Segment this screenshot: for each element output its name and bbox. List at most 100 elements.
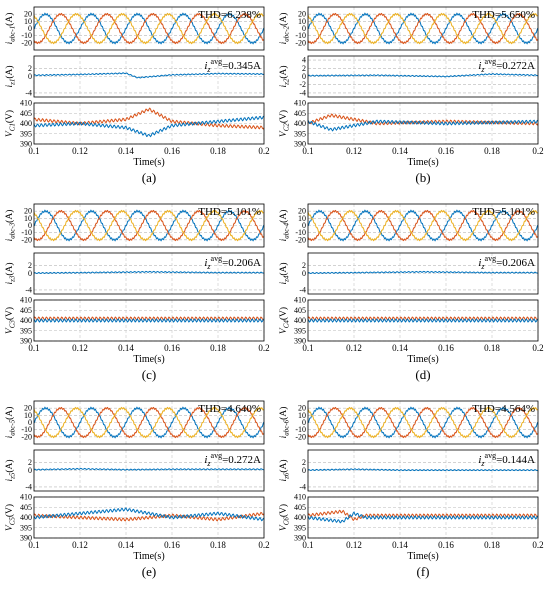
series-line-1 [33, 72, 265, 79]
series-line-3 [307, 209, 539, 242]
y-tick-label: -4 [25, 482, 32, 491]
y-axis-label: iz5(A) [4, 459, 17, 481]
y-axis-label: iabc-3(A) [4, 210, 17, 242]
y-tick-label: -10 [21, 31, 32, 40]
thd-annotation: THD=5.650% [472, 9, 535, 21]
y-tick-label: 20 [24, 207, 32, 216]
y-tick-label: 10 [298, 17, 306, 26]
subplot-2: -4 02 iz3(A) izavg=0.206A [4, 252, 265, 295]
x-tick-label: 0.16 [438, 146, 454, 156]
axes-frame [307, 400, 539, 445]
y-tick-label: 405 [20, 109, 32, 118]
y-tick-label: 0 [28, 24, 32, 33]
y-tick-label: -20 [295, 432, 306, 441]
series-line-2 [307, 119, 539, 132]
x-axis-label: Time(s) [407, 157, 438, 168]
y-tick-label: 390 [20, 534, 32, 543]
series-line-3 [33, 406, 265, 439]
axes-frame [33, 203, 265, 248]
series-line-1 [307, 270, 539, 275]
y-tick-label: -20 [21, 235, 32, 244]
x-tick-label: 0.18 [484, 146, 500, 156]
y-axis-label: VC2(V) [278, 110, 291, 137]
thd-annotation: THD=5.101% [472, 206, 535, 218]
panel-caption: (f) [417, 564, 430, 579]
avg-current-annotation: izavg=0.272A [478, 57, 535, 74]
x-tick-label: 0.14 [118, 146, 134, 156]
y-tick-label: 410 [294, 493, 306, 502]
series-line-1 [307, 509, 539, 522]
series-line-1 [307, 12, 539, 45]
y-tick-label: 0 [28, 466, 32, 475]
y-tick-label: 2 [28, 458, 32, 467]
axes-frame [307, 496, 539, 539]
y-tick-label: -4 [25, 88, 32, 97]
series-line-3 [307, 12, 539, 45]
y-tick-label: 20 [24, 404, 32, 413]
x-tick-label: 0.12 [346, 540, 362, 550]
axes-frame [307, 299, 539, 342]
y-tick-label: 2 [302, 261, 306, 270]
x-axis-label: Time(s) [407, 354, 438, 365]
series-line-2 [33, 209, 265, 242]
x-tick-label: 0.16 [438, 343, 454, 353]
y-axis-label: iabc-6(A) [278, 407, 291, 439]
subplot-2: -4 02 iz5(A) izavg=0.272A [4, 449, 265, 492]
x-axis-label: Time(s) [133, 354, 164, 365]
axes-frame [33, 55, 265, 98]
panel-caption: (b) [415, 170, 430, 185]
y-tick-label: 410 [20, 99, 32, 108]
y-tick-label: 10 [24, 411, 32, 420]
y-tick-label: 405 [20, 503, 32, 512]
x-tick-label: 0.12 [346, 146, 362, 156]
y-tick-label: 400 [294, 316, 306, 325]
y-axis-label: VC1(V) [4, 110, 17, 137]
axes-frame [33, 299, 265, 342]
series-line-1 [33, 511, 265, 522]
y-tick-label: -10 [21, 425, 32, 434]
series-line-2 [307, 209, 539, 242]
series-line-1 [33, 209, 265, 242]
y-tick-label: -4 [299, 285, 306, 294]
x-tick-label: 0.14 [118, 540, 134, 550]
x-tick-label: 0.16 [164, 540, 180, 550]
y-tick-label: -10 [21, 228, 32, 237]
x-tick-label: 0.14 [392, 540, 408, 550]
y-tick-label: 405 [20, 306, 32, 315]
thd-annotation: THD=6.238% [198, 9, 261, 21]
y-axis-label: iz1(A) [4, 65, 17, 87]
x-tick-label: 0.12 [346, 343, 362, 353]
x-tick-label: 0.12 [72, 146, 88, 156]
y-tick-label: -10 [295, 425, 306, 434]
axes-frame [33, 6, 265, 51]
y-tick-label: 20 [298, 207, 306, 216]
series-line-3 [33, 209, 265, 242]
x-tick-label: 0.16 [438, 540, 454, 550]
x-tick-label: 0.2 [258, 146, 269, 156]
axes-frame [307, 203, 539, 248]
series-line-1 [33, 12, 265, 45]
y-tick-label: 390 [20, 140, 32, 149]
series-line-2 [33, 318, 265, 323]
y-tick-label: -4 [299, 482, 306, 491]
thd-annotation: THD=5.101% [198, 206, 261, 218]
thd-annotation: THD=4.640% [198, 403, 261, 415]
y-axis-label: iz2(A) [278, 65, 291, 87]
x-tick-label: 0.18 [210, 540, 226, 550]
y-tick-label: 10 [24, 214, 32, 223]
y-tick-label: 0 [28, 72, 32, 81]
y-tick-label: 0 [28, 269, 32, 278]
x-tick-label: 0.18 [484, 343, 500, 353]
x-tick-label: 0.16 [164, 146, 180, 156]
axes-frame [307, 6, 539, 51]
y-axis-label: VC5(V) [4, 504, 17, 531]
y-tick-label: 2 [28, 64, 32, 73]
